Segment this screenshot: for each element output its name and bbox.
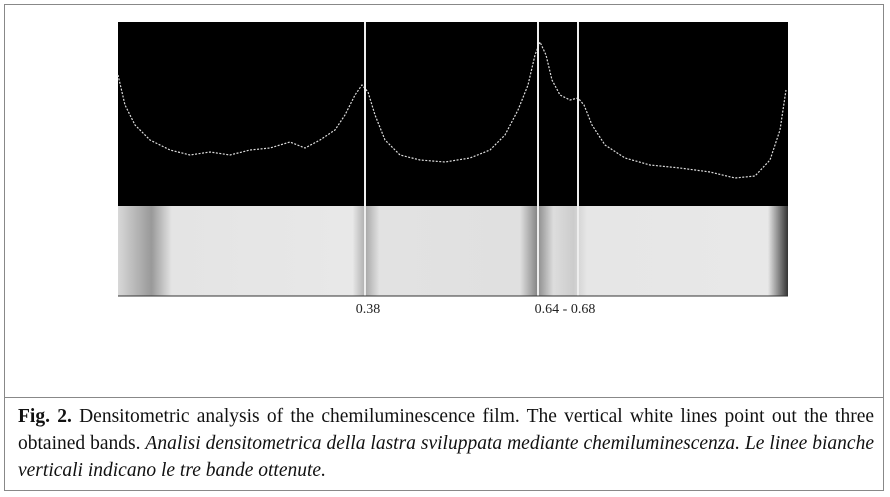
- trace-background: [118, 22, 788, 206]
- caption-label: Fig. 2.: [18, 406, 72, 427]
- caption-italic-text: Analisi densitometrica della lastra svil…: [18, 433, 874, 481]
- figure-image: 0.38 0.64 - 0.68: [117, 22, 788, 317]
- band-label: 0.64 - 0.68: [535, 302, 596, 317]
- caption: Fig. 2. Densitometric analysis of the ch…: [18, 403, 874, 484]
- figure-frame: [4, 4, 884, 491]
- densitometric-trace: [117, 40, 787, 179]
- separator: [4, 397, 884, 398]
- film-strip: [118, 206, 788, 296]
- caption-text: Densitometric analysis of the chemilumin…: [18, 406, 875, 454]
- band-label: 0.38: [356, 302, 381, 317]
